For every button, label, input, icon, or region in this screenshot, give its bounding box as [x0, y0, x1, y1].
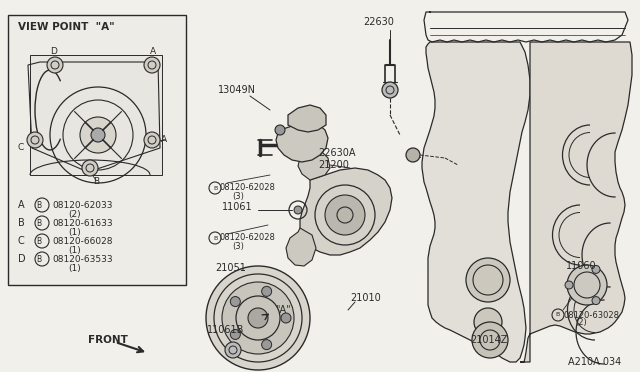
Text: "A": "A" — [275, 305, 291, 315]
Circle shape — [281, 313, 291, 323]
Text: 11060: 11060 — [566, 261, 596, 271]
Text: B: B — [556, 312, 560, 317]
Circle shape — [230, 296, 241, 307]
Text: 08120-66028: 08120-66028 — [52, 237, 113, 246]
Circle shape — [82, 160, 98, 176]
Text: A: A — [161, 135, 167, 144]
Text: 08120-61633: 08120-61633 — [52, 218, 113, 228]
Text: (1): (1) — [68, 246, 81, 254]
Circle shape — [592, 296, 600, 305]
Text: 21200: 21200 — [318, 160, 349, 170]
Circle shape — [248, 308, 268, 328]
Text: B: B — [36, 201, 42, 209]
Text: (1): (1) — [68, 263, 81, 273]
Circle shape — [382, 82, 398, 98]
Text: 13049N: 13049N — [218, 85, 256, 95]
Polygon shape — [298, 150, 330, 180]
Text: (3): (3) — [232, 192, 244, 201]
Circle shape — [474, 308, 502, 336]
Text: 21010: 21010 — [350, 293, 381, 303]
Circle shape — [230, 330, 241, 340]
Circle shape — [472, 322, 508, 358]
Circle shape — [466, 258, 510, 302]
Text: 08120-62028: 08120-62028 — [220, 183, 276, 192]
Text: D: D — [50, 48, 57, 57]
Text: 21014Z: 21014Z — [470, 335, 508, 345]
Circle shape — [592, 265, 600, 273]
Text: C: C — [17, 144, 23, 153]
Text: A210A 034: A210A 034 — [568, 357, 621, 367]
Text: (3): (3) — [232, 241, 244, 250]
Text: B: B — [213, 186, 217, 190]
Circle shape — [294, 206, 302, 214]
Polygon shape — [520, 42, 632, 362]
Circle shape — [27, 132, 43, 148]
Text: B: B — [36, 254, 42, 263]
Text: 08120-63533: 08120-63533 — [52, 254, 113, 263]
Circle shape — [91, 128, 105, 142]
Circle shape — [275, 125, 285, 135]
Circle shape — [47, 57, 63, 73]
Text: 11061: 11061 — [222, 202, 253, 212]
Polygon shape — [30, 55, 162, 175]
Text: VIEW POINT  "A": VIEW POINT "A" — [18, 22, 115, 32]
Text: (2): (2) — [68, 209, 81, 218]
Polygon shape — [288, 105, 326, 132]
Text: D: D — [18, 254, 26, 264]
Circle shape — [262, 340, 271, 350]
Text: C: C — [18, 236, 25, 246]
Text: 08120-63028: 08120-63028 — [563, 311, 619, 320]
Bar — [8, 15, 186, 285]
Text: 08120-62033: 08120-62033 — [52, 201, 113, 209]
Text: B: B — [213, 235, 217, 241]
Circle shape — [222, 282, 294, 354]
Circle shape — [565, 281, 573, 289]
Circle shape — [567, 265, 607, 305]
Text: 22630: 22630 — [363, 17, 394, 27]
Circle shape — [144, 132, 160, 148]
Text: (2): (2) — [575, 318, 587, 327]
Text: FRONT: FRONT — [88, 335, 128, 345]
Text: (1): (1) — [68, 228, 81, 237]
Polygon shape — [276, 122, 328, 162]
Text: 11061B: 11061B — [207, 325, 244, 335]
Text: B: B — [36, 237, 42, 246]
Text: 08120-62028: 08120-62028 — [220, 234, 276, 243]
Circle shape — [80, 117, 116, 153]
Text: 21051: 21051 — [215, 263, 246, 273]
Circle shape — [262, 286, 271, 296]
Text: B: B — [36, 218, 42, 228]
Polygon shape — [422, 42, 530, 362]
Circle shape — [144, 57, 160, 73]
Circle shape — [325, 195, 365, 235]
Circle shape — [225, 342, 241, 358]
Text: A: A — [150, 48, 156, 57]
Text: A: A — [18, 200, 24, 210]
Circle shape — [206, 266, 310, 370]
Polygon shape — [286, 228, 316, 266]
Polygon shape — [300, 168, 392, 255]
Circle shape — [406, 148, 420, 162]
Text: B: B — [18, 218, 25, 228]
Text: B: B — [93, 177, 99, 186]
Text: 22630A: 22630A — [318, 148, 355, 158]
